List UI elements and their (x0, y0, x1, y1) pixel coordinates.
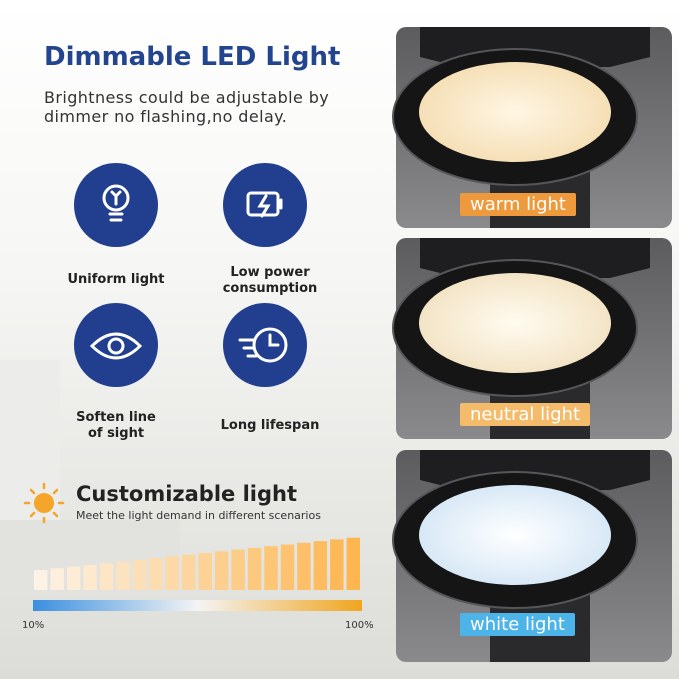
bar (83, 564, 97, 590)
lamp-disc (419, 485, 611, 585)
lamp-panel (392, 238, 672, 439)
bar (346, 537, 360, 590)
lamp-disc (419, 273, 611, 373)
section-title: Customizable light (76, 482, 298, 506)
panel-label: white light (460, 613, 575, 636)
bar (330, 539, 344, 590)
panels (392, 27, 672, 662)
lamp-disc (419, 62, 611, 162)
bar (247, 547, 262, 590)
window (0, 360, 60, 520)
bar (264, 546, 278, 590)
panel-label: warm light (460, 193, 576, 216)
bar (34, 570, 48, 590)
feature-label: Uniform light (46, 272, 186, 288)
section-subtitle: Meet the light demand in different scena… (76, 509, 321, 522)
panel-label: neutral light (460, 403, 590, 426)
line: Long lifespan (220, 418, 320, 433)
line: Low power (230, 265, 310, 280)
feature-label: Low power consumption (200, 265, 340, 297)
subtitle: Brightness could be adjustable by (44, 88, 330, 107)
bar (50, 568, 64, 590)
bar (231, 549, 245, 590)
bar (149, 558, 163, 590)
bar (116, 561, 130, 590)
lamp-panel (392, 27, 672, 228)
line: Uniform light (67, 272, 165, 287)
line: Soften line (76, 410, 156, 425)
bar (66, 566, 81, 590)
min-label: 10% (22, 620, 45, 631)
bar (313, 541, 328, 590)
feature-label: Soften line of sight (46, 410, 186, 442)
line: of sight (87, 426, 145, 441)
bar (165, 556, 180, 590)
icon-glyphs (89, 184, 288, 363)
max-label: 100% (345, 620, 374, 631)
brightness-bars (34, 537, 360, 590)
bar (132, 559, 147, 590)
title: Dimmable LED Light (44, 42, 341, 72)
feature-label: Long lifespan (200, 418, 340, 434)
bar (297, 542, 311, 590)
bar (99, 563, 114, 590)
line: consumption (222, 281, 318, 296)
subtitle: dimmer no flashing,no delay. (44, 107, 288, 126)
bar (214, 551, 229, 590)
scale-bar (33, 600, 362, 611)
bar (182, 554, 196, 590)
bar (198, 553, 212, 590)
bar (280, 544, 295, 590)
sun-icon (23, 482, 65, 524)
